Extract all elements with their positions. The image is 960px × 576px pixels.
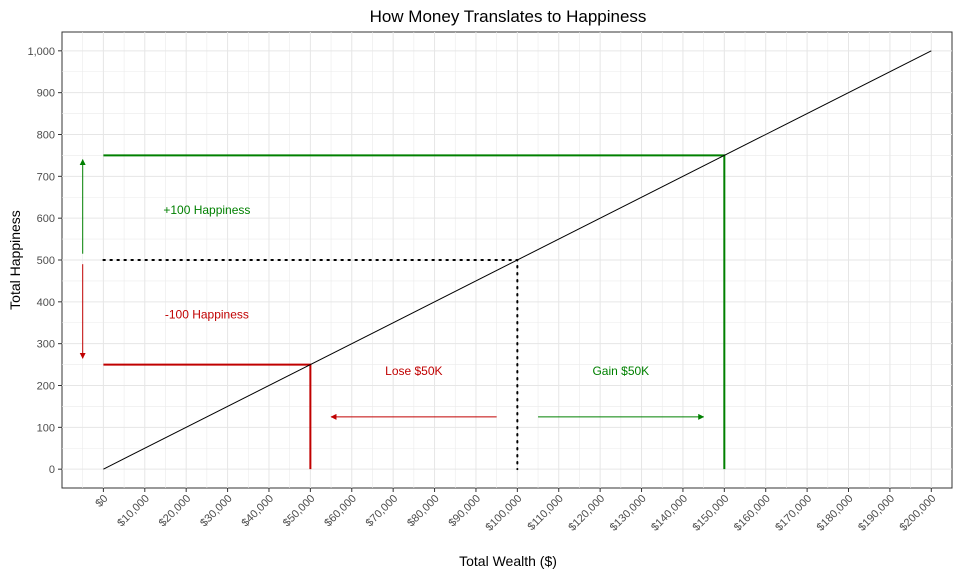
x-tick-label: $30,000: [198, 493, 235, 530]
y-tick-label: 700: [37, 171, 55, 183]
x-tick-label: $160,000: [732, 493, 773, 534]
x-tick-label: $60,000: [322, 493, 359, 530]
y-axis-title: Total Happiness: [7, 210, 23, 310]
y-tick-label: 600: [37, 213, 55, 225]
x-tick-label: $20,000: [157, 493, 194, 530]
x-tick-label: $80,000: [405, 493, 442, 530]
annotation-label: Gain $50K: [592, 364, 649, 378]
y-tick-label: 800: [37, 129, 55, 141]
y-tick-label: 0: [49, 464, 55, 476]
y-tick-label: 100: [37, 422, 55, 434]
x-tick-label: $200,000: [897, 493, 938, 534]
annotation-label: -100 Happiness: [165, 307, 249, 321]
y-tick-label: 400: [37, 297, 55, 309]
x-axis-title: Total Wealth ($): [459, 553, 557, 569]
y-tick-label: 1,000: [27, 46, 55, 58]
x-tick-label: $140,000: [649, 493, 690, 534]
x-tick-label: $120,000: [566, 493, 607, 534]
y-tick-label: 500: [37, 255, 55, 267]
x-tick-label: $70,000: [364, 493, 401, 530]
x-tick-label: $170,000: [773, 493, 814, 534]
x-tick-label: $190,000: [856, 493, 897, 534]
x-tick-label: $40,000: [239, 493, 276, 530]
y-tick-label: 200: [37, 381, 55, 393]
annotation-label: +100 Happiness: [163, 203, 250, 217]
x-tick-label: $10,000: [115, 493, 152, 530]
x-tick-label: $150,000: [691, 493, 732, 534]
x-tick-label: $50,000: [281, 493, 318, 530]
y-tick-label: 300: [37, 339, 55, 351]
x-tick-label: $180,000: [815, 493, 856, 534]
series-line: [103, 50, 932, 470]
x-tick-label: $90,000: [446, 493, 483, 530]
y-tick-label: 900: [37, 88, 55, 100]
x-tick-label: $100,000: [484, 493, 525, 534]
annotation-label: Lose $50K: [385, 364, 442, 378]
plot-area: $0 $10,000 $20,000 $30,000 $40,000 $50,000 $60…: [27, 31, 953, 534]
x-tick-label: $130,000: [608, 493, 649, 534]
chart-title: How Money Translates to Happiness: [370, 7, 647, 26]
x-tick-label: $0: [93, 493, 110, 510]
x-tick-label: $110,000: [526, 493, 566, 533]
